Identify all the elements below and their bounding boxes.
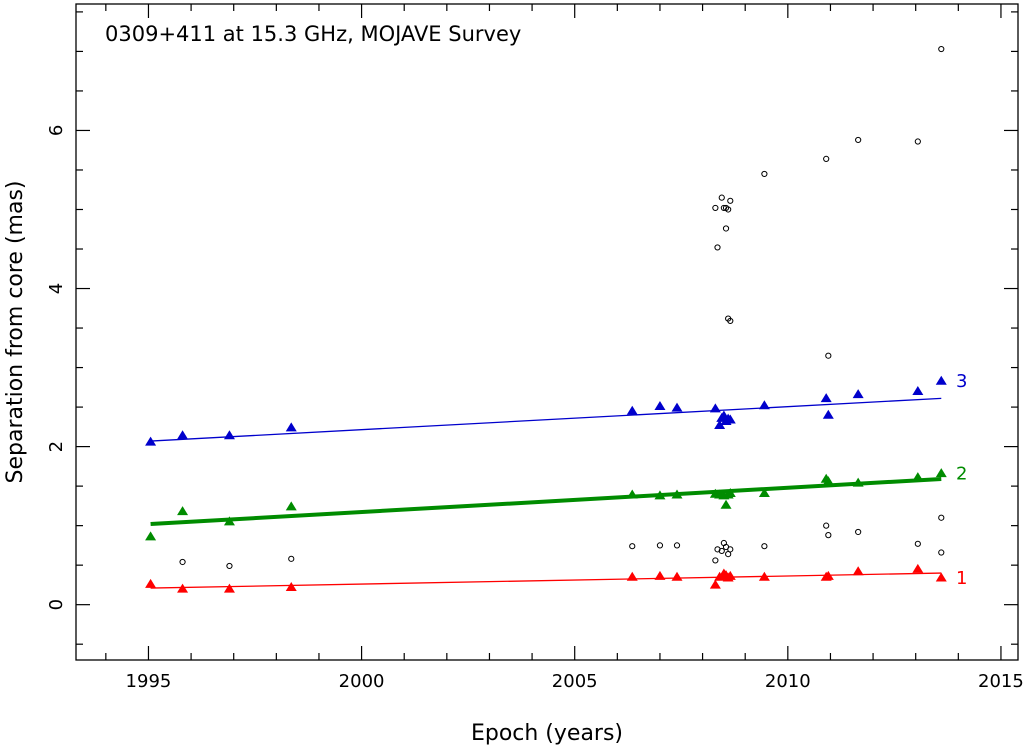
point-unassigned (179, 558, 186, 566)
y-tick-label: 4 (46, 283, 67, 294)
x-tick-label: 2005 (552, 671, 598, 692)
point-unassigned (761, 543, 768, 550)
point-component-1 (822, 570, 834, 580)
point-component-2 (626, 489, 638, 499)
point-unassigned (712, 557, 719, 564)
x-tick-label: 2000 (339, 671, 385, 692)
point-unassigned (938, 549, 945, 556)
point-component-1 (223, 583, 235, 593)
point-unassigned (714, 244, 721, 251)
point-component-3 (852, 389, 864, 399)
fit-line-component-2 (150, 477, 942, 527)
series-label-2: 2 (956, 464, 967, 485)
point-component-2 (852, 477, 864, 487)
point-component-1 (626, 571, 638, 581)
point-unassigned (629, 543, 636, 550)
point-unassigned (938, 514, 945, 521)
point-unassigned (855, 136, 862, 144)
point-component-3 (177, 430, 189, 440)
x-tick-label: 1995 (126, 671, 172, 692)
point-unassigned (673, 542, 681, 549)
axis-tick-labels: 1995 2000 2005 2010 2015 0 2 4 6 (46, 125, 1024, 692)
fit-line-component-3 (150, 397, 942, 442)
point-unassigned (761, 170, 768, 178)
point-component-3 (285, 422, 297, 432)
point-unassigned (656, 542, 664, 549)
point-unassigned (914, 138, 921, 145)
point-component-1 (758, 571, 770, 581)
y-axis-label: Separation from core (mas) (3, 181, 28, 484)
series-label-1: 1 (956, 568, 967, 589)
point-component-3 (935, 375, 947, 385)
fit-line-component-1 (150, 572, 942, 589)
point-unassigned (718, 194, 725, 201)
point-component-3 (654, 401, 666, 411)
point-component-1 (671, 571, 683, 581)
point-component-2 (758, 487, 770, 497)
point-component-2 (724, 487, 736, 497)
point-component-3 (626, 405, 638, 415)
point-unassigned (823, 155, 830, 163)
point-unassigned (288, 555, 295, 562)
y-tick-label: 2 (46, 441, 67, 452)
point-component-3 (758, 400, 770, 410)
point-component-3 (223, 430, 235, 440)
point-unassigned (727, 317, 734, 325)
x-tick-label: 2015 (978, 671, 1024, 692)
point-unassigned (914, 540, 921, 547)
point-component-1 (654, 570, 666, 580)
point-component-1 (177, 583, 189, 593)
point-component-3 (822, 409, 834, 419)
axis-ticks (76, 4, 1018, 660)
point-component-2 (654, 490, 666, 500)
point-component-2 (285, 501, 297, 511)
data-points (145, 45, 947, 593)
point-component-3 (724, 414, 736, 424)
point-component-2 (720, 499, 732, 509)
point-component-2 (671, 489, 683, 499)
chart-title: 0309+411 at 15.3 GHz, MOJAVE Survey (105, 22, 521, 46)
y-tick-label: 6 (46, 125, 67, 136)
plot-frame (75, 3, 1019, 661)
point-component-2 (177, 506, 189, 516)
x-axis-label: Epoch (years) (471, 721, 623, 746)
point-unassigned (938, 45, 945, 53)
point-component-3 (709, 403, 721, 413)
point-unassigned (825, 352, 832, 359)
point-component-2 (935, 468, 947, 478)
point-unassigned (825, 532, 832, 539)
point-component-1 (145, 578, 157, 588)
point-unassigned (727, 197, 734, 204)
y-tick-label: 0 (46, 599, 67, 610)
point-component-2 (912, 472, 924, 482)
point-unassigned (727, 546, 734, 553)
point-component-3 (714, 419, 726, 429)
point-component-2 (223, 516, 235, 526)
point-unassigned (712, 204, 719, 212)
point-unassigned (823, 522, 830, 529)
fit-lines (150, 397, 942, 589)
point-unassigned (725, 206, 732, 213)
point-unassigned (226, 562, 233, 570)
point-component-1 (912, 563, 924, 573)
point-component-3 (912, 385, 924, 395)
point-component-1 (285, 581, 297, 591)
point-component-1 (935, 572, 947, 582)
point-unassigned (722, 225, 730, 232)
point-component-2 (145, 531, 157, 541)
point-component-3 (671, 402, 683, 412)
point-unassigned (718, 547, 725, 555)
point-unassigned (855, 528, 862, 536)
series-labels: 1 2 3 (956, 371, 967, 589)
point-component-2 (822, 476, 834, 486)
point-component-3 (145, 436, 157, 446)
point-component-3 (820, 393, 832, 403)
point-component-1 (709, 579, 721, 589)
x-tick-label: 2010 (765, 671, 811, 692)
series-label-3: 3 (956, 371, 967, 392)
point-component-1 (852, 566, 864, 576)
point-component-1 (724, 570, 736, 580)
